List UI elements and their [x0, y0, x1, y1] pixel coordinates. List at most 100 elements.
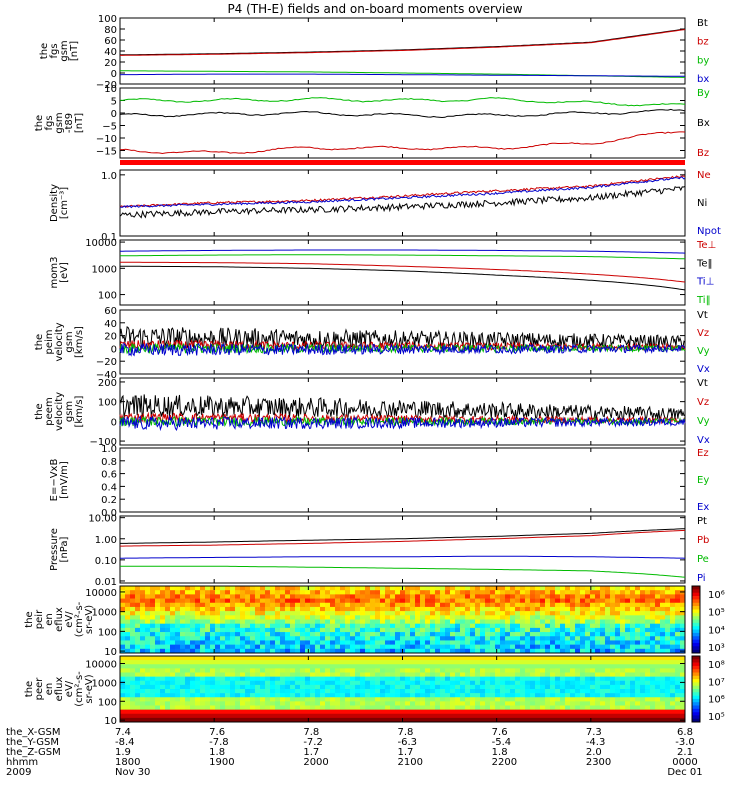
- heatmap-cell: [290, 640, 296, 645]
- heatmap-cell: [240, 590, 246, 595]
- heatmap-cell: [350, 676, 356, 682]
- heatmap-cell: [235, 701, 241, 706]
- heatmap-cell: [255, 689, 261, 694]
- heatmap-cell: [390, 632, 396, 637]
- heatmap-cell: [585, 693, 591, 698]
- heatmap-cell: [635, 713, 641, 719]
- heatmap-cell: [515, 619, 521, 624]
- heatmap-cell: [145, 680, 151, 686]
- heatmap-cell: [320, 611, 326, 616]
- heatmap-cell: [205, 606, 211, 612]
- heatmap-cell: [635, 676, 641, 682]
- heatmap-cell: [675, 586, 681, 591]
- heatmap-cell: [385, 611, 391, 616]
- ephemeris-value: 7.3: [586, 727, 602, 738]
- heatmap-cell: [425, 594, 431, 599]
- heatmap-cell: [405, 697, 411, 702]
- heatmap-cell: [430, 640, 436, 645]
- heatmap-cell: [475, 598, 481, 604]
- heatmap-cell: [435, 705, 441, 710]
- heatmap-cell: [530, 664, 536, 669]
- heatmap-cell: [525, 594, 531, 599]
- heatmap-cell: [370, 594, 376, 599]
- heatmap-cell: [445, 594, 451, 599]
- heatmap-cell: [450, 656, 456, 661]
- colorbar-segment: [692, 679, 700, 683]
- heatmap-cell: [575, 717, 581, 723]
- heatmap-cell: [595, 697, 601, 702]
- heatmap-cell: [665, 693, 671, 698]
- heatmap-cell: [375, 684, 381, 690]
- heatmap-cell: [600, 623, 606, 629]
- heatmap-cell: [650, 676, 656, 682]
- heatmap-cell: [650, 627, 656, 633]
- ephemeris-row-label: the_Y-GSM: [6, 737, 59, 748]
- heatmap-cell: [505, 640, 511, 645]
- heatmap-cell: [595, 680, 601, 686]
- heatmap-cell: [555, 660, 561, 665]
- heatmap-cell: [235, 705, 241, 710]
- heatmap-cell: [610, 684, 616, 690]
- heatmap-cell: [245, 705, 251, 710]
- heatmap-cell: [575, 606, 581, 612]
- heatmap-cell: [315, 627, 321, 633]
- heatmap-cell: [615, 668, 621, 673]
- heatmap-cell: [410, 709, 416, 715]
- heatmap-cell: [290, 644, 296, 650]
- heatmap-cell: [250, 636, 256, 641]
- heatmap-cell: [605, 606, 611, 612]
- heatmap-cell: [200, 680, 206, 686]
- y-tick-label: 10000: [85, 238, 117, 249]
- heatmap-cell: [330, 680, 336, 686]
- heatmap-cell: [475, 672, 481, 677]
- heatmap-cell: [665, 594, 671, 599]
- heatmap-cell: [245, 684, 251, 690]
- heatmap-cell: [125, 623, 131, 629]
- heatmap-cell: [485, 689, 491, 694]
- heatmap-cell: [470, 664, 476, 669]
- heatmap-cell: [555, 632, 561, 637]
- heatmap-cell: [325, 648, 331, 654]
- heatmap-cell: [420, 668, 426, 673]
- heatmap-cell: [440, 713, 446, 719]
- heatmap-cell: [390, 611, 396, 616]
- heatmap-cell: [315, 586, 321, 591]
- heatmap-cell: [350, 627, 356, 633]
- heatmap-cell: [620, 648, 626, 654]
- heatmap-cell: [195, 648, 201, 654]
- heatmap-cell: [230, 717, 236, 723]
- heatmap-cell: [625, 717, 631, 723]
- heatmap-cell: [240, 586, 246, 591]
- heatmap-cell: [420, 684, 426, 690]
- y-axis-label: the: [24, 611, 35, 627]
- heatmap-cell: [610, 623, 616, 629]
- heatmap-cell: [280, 598, 286, 604]
- ephemeris-value: 1.7: [398, 747, 414, 758]
- heatmap-cell: [500, 684, 506, 690]
- heatmap-cell: [315, 672, 321, 677]
- heatmap-cell: [280, 689, 286, 694]
- colorbar-segment: [692, 629, 700, 634]
- heatmap-cell: [655, 664, 661, 669]
- heatmap-cell: [160, 611, 166, 616]
- heatmap-cell: [135, 689, 141, 694]
- heatmap-cell: [260, 611, 266, 616]
- heatmap-cell: [355, 619, 361, 624]
- heatmap-cell: [200, 632, 206, 637]
- heatmap-cell: [500, 615, 506, 620]
- heatmap-cell: [475, 586, 481, 591]
- heatmap-cell: [330, 660, 336, 665]
- heatmap-cell: [180, 656, 186, 661]
- heatmap-cell: [575, 656, 581, 661]
- heatmap-cell: [430, 619, 436, 624]
- heatmap-cell: [275, 697, 281, 702]
- heatmap-cell: [185, 640, 191, 645]
- heatmap-cell: [590, 676, 596, 682]
- heatmap-cell: [475, 660, 481, 665]
- colorbar-segment: [692, 642, 700, 647]
- heatmap-cell: [285, 586, 291, 591]
- heatmap-cell: [365, 636, 371, 641]
- heatmap-cell: [455, 594, 461, 599]
- heatmap-cell: [555, 705, 561, 710]
- heatmap-cell: [575, 701, 581, 706]
